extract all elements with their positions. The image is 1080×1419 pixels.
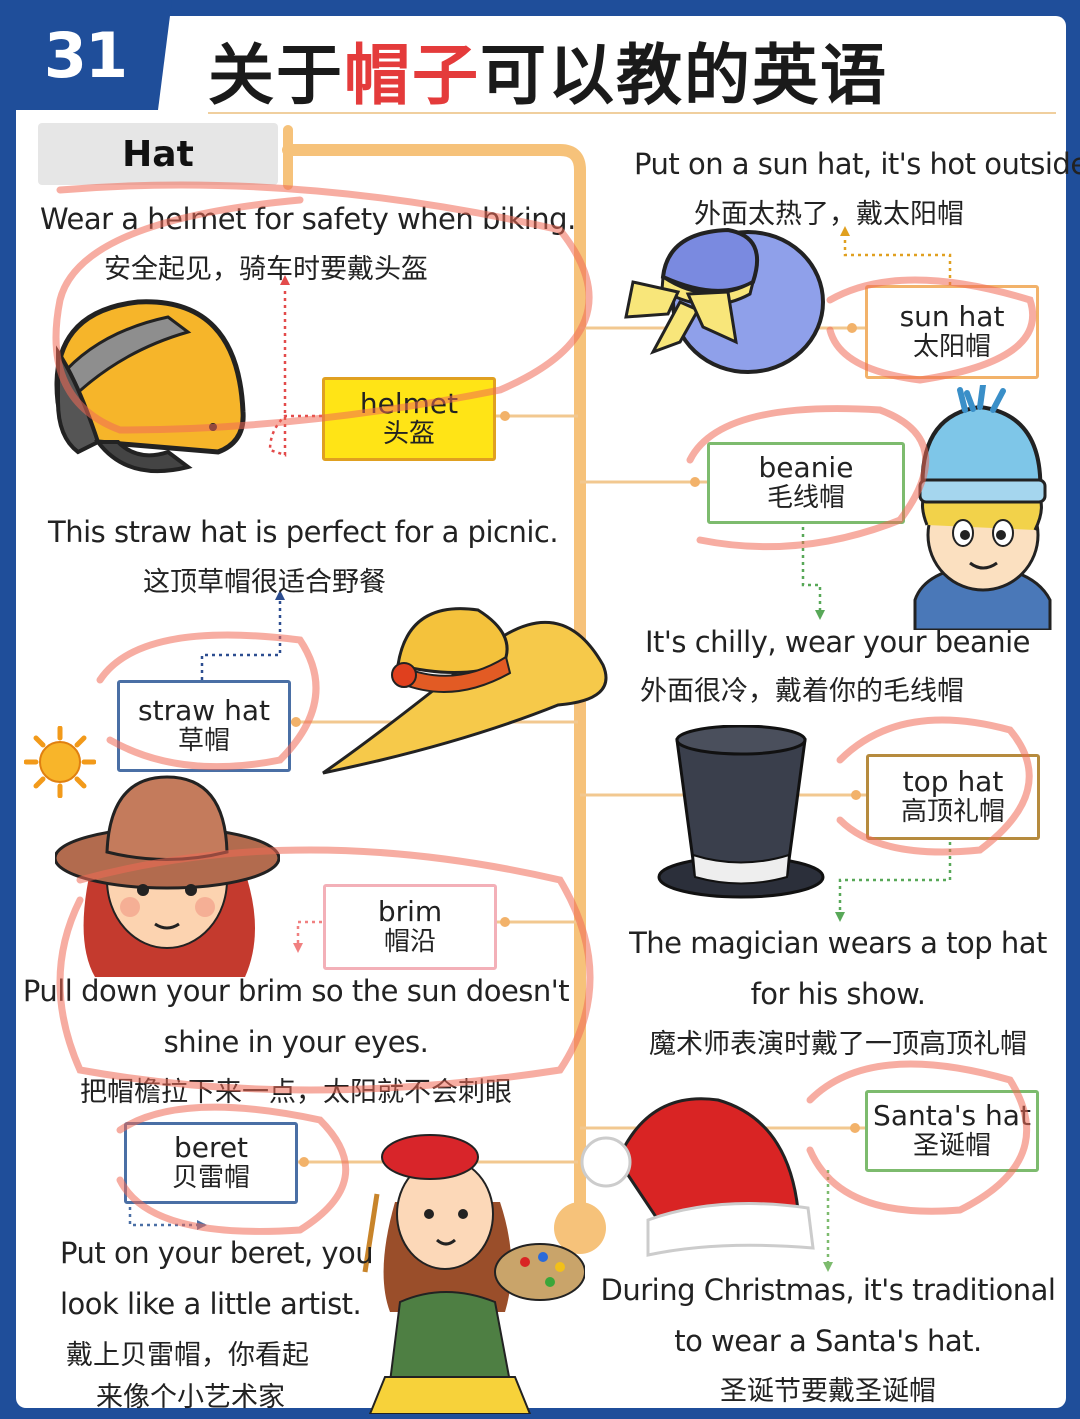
vocab-en: straw hat: [138, 693, 270, 727]
vocab-box-helmet: helmet 头盔: [322, 377, 496, 461]
vocab-box-sunhat: sun hat 太阳帽: [865, 285, 1039, 379]
lesson-number: 31: [43, 18, 128, 92]
tophat-sentence-zh: 魔术师表演时戴了一顶高顶礼帽: [649, 1029, 1027, 1060]
vocab-zh: 圣诞帽: [912, 1131, 991, 1162]
brim-sentence-en-2: shine in your eyes.: [163, 1025, 429, 1059]
strawhat-image: [322, 607, 608, 775]
beret-sentence-zh-2: 来像个小艺术家: [96, 1382, 285, 1413]
brim-sentence-zh: 把帽檐拉下来一点，太阳就不会刺眼: [80, 1077, 512, 1108]
title-part1: 关于: [208, 37, 344, 114]
vocab-box-tophat: top hat 高顶礼帽: [866, 754, 1040, 840]
vocab-zh: 头盔: [382, 419, 435, 450]
strawhat-sentence-en: This straw hat is perfect for a picnic.: [48, 515, 559, 549]
santahat-image: [580, 1097, 815, 1257]
vocab-box-beanie: beanie 毛线帽: [707, 442, 905, 524]
vocab-zh: 帽沿: [383, 927, 436, 958]
vocab-zh: 太阳帽: [912, 332, 991, 363]
tophat-sentence-en-1: The magician wears a top hat: [629, 926, 1047, 960]
helmet-sentence-en: Wear a helmet for safety when biking.: [40, 202, 576, 236]
beret-sentence-zh-1: 戴上贝雷帽，你看起: [66, 1340, 309, 1371]
vocab-en: brim: [377, 894, 443, 928]
beanie-boy-image: [913, 385, 1052, 630]
category-label: Hat: [38, 123, 278, 185]
santahat-sentence-en-1: During Christmas, it's traditional: [600, 1273, 1057, 1307]
sun-icon: [24, 726, 96, 798]
strawhat-sentence-zh: 这顶草帽很适合野餐: [143, 567, 386, 598]
number-tab: [0, 0, 172, 110]
brim-sentence-en-1: Pull down your brim so the sun doesn't: [22, 974, 570, 1008]
vocab-zh: 高顶礼帽: [900, 797, 1005, 828]
vocab-zh: 毛线帽: [766, 483, 845, 514]
title-underline: [208, 112, 1056, 114]
vocab-en: beanie: [758, 450, 854, 484]
vocab-en: helmet: [359, 386, 459, 420]
vocab-en: sun hat: [899, 299, 1005, 333]
santahat-sentence-zh: 圣诞节要戴圣诞帽: [720, 1376, 936, 1407]
title-part2: 帽子: [344, 37, 480, 114]
spine-end-dot: [554, 1202, 606, 1254]
sunhat-sentence-en: Put on a sun hat, it's hot outside.: [634, 147, 1080, 181]
vocab-zh: 贝雷帽: [171, 1163, 250, 1194]
vocab-box-beret: beret 贝雷帽: [124, 1122, 298, 1204]
helmet-sentence-zh: 安全起见，骑车时要戴头盔: [104, 254, 428, 285]
beret-sentence-en-2: look like a little artist.: [60, 1287, 362, 1321]
vocab-zh: 草帽: [177, 726, 230, 757]
vocab-en: Santa's hat: [873, 1098, 1031, 1132]
beret-sentence-en-1: Put on your beret, you: [60, 1236, 374, 1270]
helmet-image: [54, 299, 246, 474]
beret-girl-image: [362, 1134, 585, 1414]
tophat-image: [657, 725, 825, 899]
beanie-sentence-zh: 外面很冷，戴着你的毛线帽: [640, 676, 964, 707]
vocab-en: top hat: [902, 764, 1004, 798]
vocab-en: beret: [173, 1130, 249, 1164]
sunhat-image: [624, 227, 825, 374]
tophat-sentence-en-2: for his show.: [750, 977, 926, 1011]
page-title: 关于帽子可以教的英语: [208, 22, 888, 118]
vocab-box-santahat: Santa's hat 圣诞帽: [865, 1090, 1039, 1172]
brim-girl-image: [55, 775, 280, 977]
vocab-box-brim: brim 帽沿: [323, 884, 497, 970]
title-part3: 可以教的英语: [480, 37, 888, 114]
santahat-sentence-en-2: to wear a Santa's hat.: [674, 1324, 982, 1358]
vocab-box-strawhat: straw hat 草帽: [117, 680, 291, 772]
sunhat-sentence-zh: 外面太热了，戴太阳帽: [694, 199, 964, 230]
beanie-sentence-en: It's chilly, wear your beanie: [645, 625, 1031, 659]
